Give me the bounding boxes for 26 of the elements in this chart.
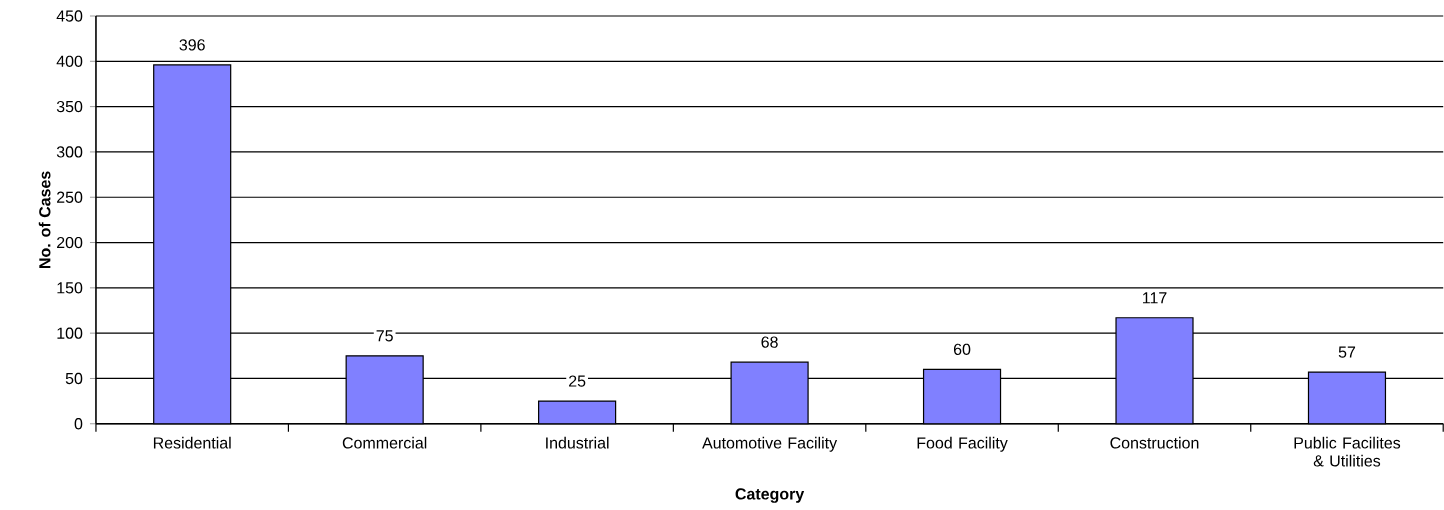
y-tick-label: 350 xyxy=(56,101,83,113)
data-label: 75 xyxy=(376,330,393,342)
data-label: 25 xyxy=(569,375,586,387)
data-label: 57 xyxy=(1338,346,1356,358)
x-tick-label: Automotive Facility xyxy=(702,437,838,452)
x-tick-label: Industrial xyxy=(546,437,609,449)
x-tick-label: Public Facilites & Utilities xyxy=(1294,437,1401,467)
y-tick-label: 400 xyxy=(56,55,83,68)
data-label: 396 xyxy=(179,39,205,51)
y-tick-label: 300 xyxy=(56,146,83,158)
x-tick-label: Commercial xyxy=(342,437,427,449)
y-tick-label: 50 xyxy=(65,373,83,385)
x-tick-label: Construction xyxy=(1110,437,1199,449)
x-tick-label: Residential xyxy=(153,437,231,449)
data-label: 117 xyxy=(1142,292,1167,304)
x-axis-title: Category xyxy=(735,488,805,504)
y-tick-label: 250 xyxy=(57,191,83,204)
y-tick-label: 0 xyxy=(74,418,83,430)
y-tick-label: 150 xyxy=(57,282,83,294)
y-tick-label: 200 xyxy=(57,237,83,249)
data-label: 68 xyxy=(761,336,778,349)
x-tick-label: Food Facility xyxy=(917,437,1008,452)
y-axis-title: No. of Cases xyxy=(38,171,51,269)
y-tick-label: 100 xyxy=(57,327,83,340)
y-tick-label: 450 xyxy=(56,10,83,22)
data-label: 60 xyxy=(953,343,971,356)
